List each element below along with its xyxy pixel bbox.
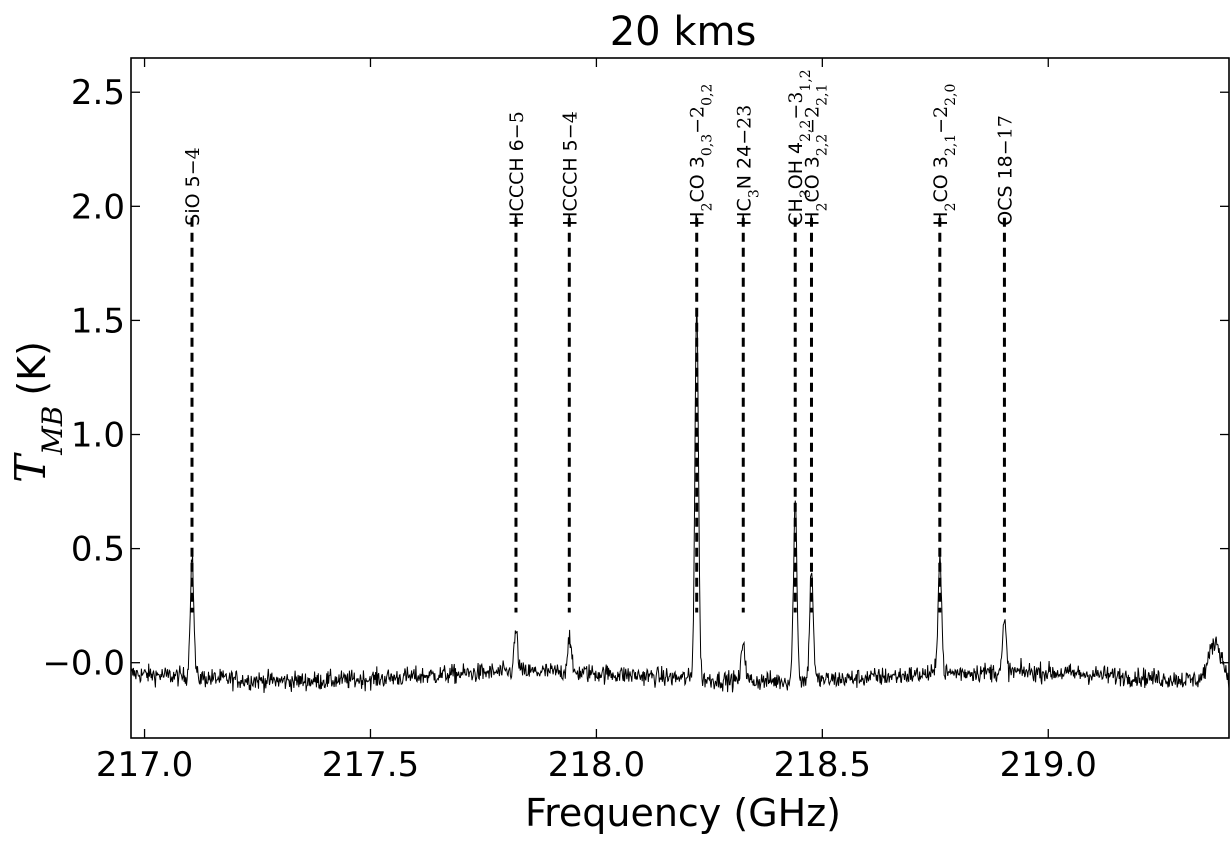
line-label: HCCCH 6−5 — [506, 111, 528, 226]
y-tick-label: 2.0 — [71, 187, 125, 227]
spectrum-series — [130, 312, 1230, 693]
line-label: H2CO 30,3−20,2 — [687, 84, 716, 226]
x-tick-label: 218.0 — [548, 745, 645, 785]
axis-ticks: 217.0 217.5 218.0 218.5 219.0 −0.0 0.5 1.0 1.5 2.… — [42, 58, 1229, 785]
line-label: H2CO 32,2−22,1 — [801, 84, 830, 226]
y-tick-label: 2.5 — [71, 73, 125, 113]
plot-frame — [130, 57, 1230, 739]
x-tick-label: 217.0 — [96, 745, 193, 785]
line-labels: SiO 5−4 HCCCH 6−5 HCCCH 5−4 H2CO 30,3−20,2 H… — [182, 69, 1016, 225]
y-axis-label: TMB(K) — [6, 341, 69, 483]
y-tick-label: −0.0 — [42, 644, 125, 684]
y-tick-label: 0.5 — [71, 530, 125, 570]
x-tick-label: 217.5 — [322, 745, 419, 785]
x-axis-label: Frequency (GHz) — [525, 791, 841, 835]
line-markers — [190, 217, 1006, 613]
line-label: OCS 18−17 — [994, 115, 1016, 226]
spectrum-line — [130, 312, 1230, 693]
y-tick-label: 1.0 — [71, 416, 125, 456]
x-tick-label: 219.0 — [1000, 745, 1097, 785]
x-tick-label: 218.5 — [774, 745, 871, 785]
line-label: SiO 5−4 — [182, 147, 204, 225]
line-label: HCCCH 5−4 — [559, 111, 581, 226]
line-label: HC3N 24−23 — [733, 105, 762, 226]
line-label: H2CO 32,1−22,0 — [930, 84, 959, 226]
line-label: CH3OH 42,2−31,2 — [785, 69, 814, 225]
y-tick-label: 1.5 — [71, 301, 125, 341]
chart-title: 20 kms — [610, 9, 757, 55]
